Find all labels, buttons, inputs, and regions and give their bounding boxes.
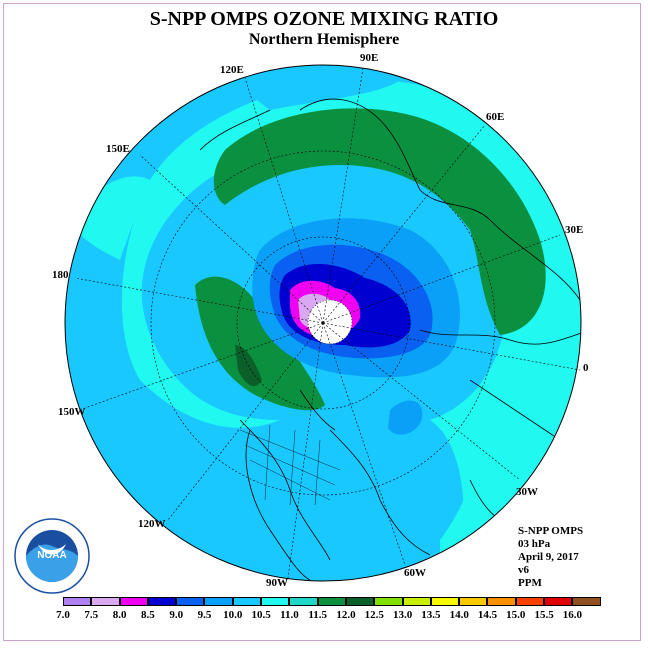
info-date: April 9, 2017 bbox=[518, 551, 579, 563]
colorbar-tick-label: 15.0 bbox=[506, 609, 526, 621]
lon-label-180: 180 bbox=[52, 269, 69, 281]
colorbar-segment bbox=[204, 597, 233, 606]
colorbar-tick-label: 7.5 bbox=[84, 609, 99, 621]
map-subtitle: Northern Hemisphere bbox=[248, 31, 400, 48]
colorbar-tick-label: 13.0 bbox=[392, 609, 413, 621]
lon-label-90w: 90W bbox=[266, 577, 288, 589]
coastlines bbox=[199, 98, 581, 581]
colorbar bbox=[63, 597, 601, 606]
info-level: 03 hPa bbox=[518, 538, 551, 550]
colorbar-segment bbox=[345, 597, 375, 606]
colorbar-tick-label: 9.0 bbox=[169, 609, 184, 621]
colorbar-segment bbox=[176, 597, 205, 606]
figure-frame bbox=[3, 3, 641, 641]
colorbar-tick-label: 11.5 bbox=[308, 609, 328, 621]
colorbar-tick-label: 10.5 bbox=[251, 609, 271, 621]
lon-label-30e: 30E bbox=[565, 224, 583, 236]
colorbar-segment bbox=[261, 597, 290, 606]
colorbar-segment bbox=[459, 597, 488, 606]
colorbar-tick-label: 9.5 bbox=[197, 609, 212, 621]
lon-label-150w: 150W bbox=[58, 406, 86, 418]
colorbar-tick-label: 8.5 bbox=[141, 609, 155, 621]
svg-text:NOAA: NOAA bbox=[37, 550, 66, 561]
colorbar-tick-label: 14.0 bbox=[449, 609, 469, 621]
colorbar-tick-label: 11.0 bbox=[280, 609, 299, 621]
info-units: PPM bbox=[518, 577, 542, 589]
map-title: S-NPP OMPS OZONE MIXING RATIO bbox=[149, 8, 499, 30]
lon-label-120w: 120W bbox=[138, 518, 166, 530]
graticule bbox=[74, 67, 581, 579]
lon-label-0: 0 bbox=[583, 362, 589, 374]
colorbar-tick-label: 15.5 bbox=[534, 609, 554, 621]
colorbar-segment bbox=[544, 597, 573, 606]
colorbar-segment bbox=[515, 597, 545, 606]
colorbar-segment bbox=[402, 597, 431, 606]
colorbar-segment bbox=[374, 597, 403, 606]
colorbar-segment bbox=[147, 597, 177, 606]
lon-label-30w: 30W bbox=[516, 486, 538, 498]
noaa-logo: NOAA bbox=[14, 518, 90, 594]
colorbar-segment bbox=[119, 597, 148, 606]
lon-label-60w: 60W bbox=[404, 567, 426, 579]
colorbar-tick-label: 10.0 bbox=[223, 609, 243, 621]
colorbar-tick-label: 13.5 bbox=[421, 609, 441, 621]
colorbar-segment bbox=[63, 597, 92, 606]
colorbar-segment bbox=[91, 597, 120, 606]
info-block: S-NPP OMPS 03 hPa April 9, 2017 v6 PPM bbox=[518, 525, 583, 590]
lon-label-90e: 90E bbox=[360, 52, 378, 64]
colorbar-segment bbox=[487, 597, 516, 606]
colorbar-tick-label: 8.0 bbox=[112, 609, 127, 621]
lon-label-60e: 60E bbox=[486, 111, 504, 123]
colorbar-segment bbox=[317, 597, 346, 606]
lon-label-120e: 120E bbox=[220, 64, 244, 76]
colorbar-tick-label: 14.5 bbox=[477, 609, 498, 621]
info-version: v6 bbox=[518, 564, 529, 576]
map-boundary bbox=[64, 64, 582, 582]
colorbar-tick-label: 12.0 bbox=[336, 609, 356, 621]
colorbar-tick-label: 7.0 bbox=[56, 609, 70, 621]
colorbar-segment bbox=[232, 597, 262, 606]
us-state-lines bbox=[239, 424, 341, 506]
colorbar-segment bbox=[572, 597, 601, 606]
colorbar-tick-label: 12.5 bbox=[364, 609, 384, 621]
lon-label-150e: 150E bbox=[106, 143, 130, 155]
colorbar-tick-label: 16.0 bbox=[562, 609, 583, 621]
info-instrument: S-NPP OMPS bbox=[518, 525, 584, 537]
colorbar-segment bbox=[289, 597, 318, 606]
colorbar-segment bbox=[430, 597, 460, 606]
colorbar-ticks: 7.0 7.5 8.0 8.5 9.0 9.5 10.0 10.5 11.0 11.5 12.0 12… bbox=[0, 609, 648, 623]
